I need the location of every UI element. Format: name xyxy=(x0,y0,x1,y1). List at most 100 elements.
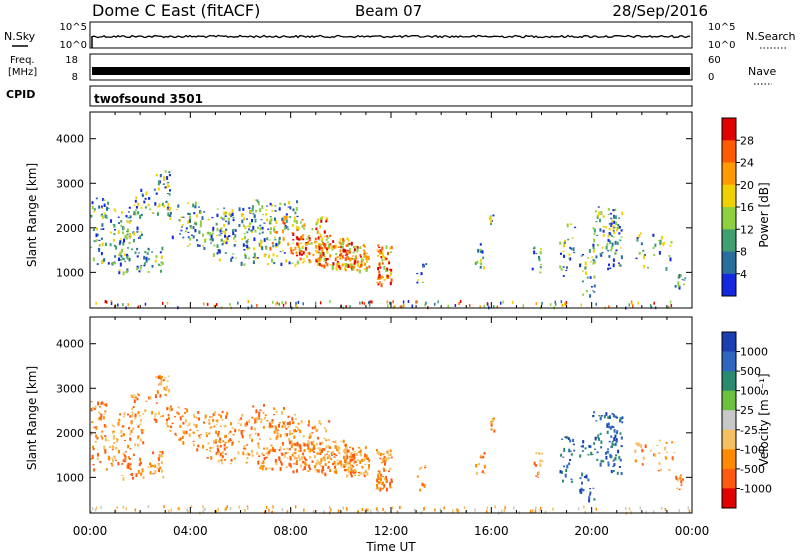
data-cell xyxy=(572,443,575,446)
data-cell xyxy=(250,304,253,308)
data-cell xyxy=(255,420,258,424)
data-cell xyxy=(327,445,330,449)
data-cell xyxy=(599,462,602,467)
data-cell xyxy=(311,460,314,463)
data-cell xyxy=(620,472,623,475)
data-cell xyxy=(634,459,637,463)
data-cell xyxy=(338,255,341,260)
data-cell xyxy=(423,264,426,268)
data-cell xyxy=(589,276,592,279)
data-cell xyxy=(329,300,331,303)
data-cell xyxy=(593,442,596,445)
data-cell xyxy=(289,216,292,218)
data-cell xyxy=(345,244,348,247)
data-cell xyxy=(679,477,682,480)
data-cell xyxy=(592,227,595,230)
data-cell xyxy=(346,449,348,453)
data-cell xyxy=(226,411,229,416)
data-cell xyxy=(192,226,195,230)
data-cell xyxy=(124,253,126,257)
data-cell xyxy=(171,422,174,425)
data-cell xyxy=(504,506,506,510)
data-cell xyxy=(256,199,259,202)
data-cell xyxy=(350,474,353,478)
data-cell xyxy=(259,224,262,227)
data-cell xyxy=(113,442,116,444)
data-cell xyxy=(225,446,228,449)
data-cell xyxy=(107,262,110,265)
data-cell xyxy=(399,505,402,509)
data-cell xyxy=(201,216,204,220)
data-cell xyxy=(293,452,296,454)
data-cell xyxy=(613,217,616,219)
data-cell xyxy=(157,375,160,379)
data-cell xyxy=(283,226,286,231)
data-cell xyxy=(163,394,166,396)
data-cell xyxy=(490,421,493,423)
data-cell xyxy=(538,255,540,259)
data-cell xyxy=(344,448,347,452)
data-cell xyxy=(132,476,134,480)
data-cell xyxy=(379,457,382,460)
data-cell xyxy=(283,203,286,206)
data-cell xyxy=(600,446,603,449)
data-cell xyxy=(614,456,617,461)
data-cell xyxy=(168,416,170,420)
data-cell xyxy=(263,456,266,460)
data-cell xyxy=(566,266,568,269)
data-cell xyxy=(311,426,314,430)
data-cell xyxy=(138,394,141,396)
data-cell xyxy=(380,283,383,288)
data-cell xyxy=(103,203,106,207)
date-label: 28/Sep/2016 xyxy=(612,2,708,20)
data-cell xyxy=(253,252,256,257)
data-cell xyxy=(344,263,346,266)
data-cell xyxy=(198,244,201,247)
data-cell xyxy=(611,442,614,446)
data-cell xyxy=(286,457,289,459)
colorbar-swatch xyxy=(722,207,736,230)
data-cell xyxy=(187,236,190,239)
data-cell xyxy=(334,244,337,249)
data-cell xyxy=(590,286,593,288)
data-cell xyxy=(241,219,244,224)
data-cell xyxy=(608,305,610,309)
data-cell xyxy=(141,431,144,434)
data-cell xyxy=(237,451,240,455)
data-cell xyxy=(155,402,158,404)
data-cell xyxy=(569,257,572,261)
data-cell xyxy=(608,223,611,225)
data-cell xyxy=(490,222,492,226)
data-cell xyxy=(383,469,386,472)
data-cell xyxy=(302,452,305,456)
data-cell xyxy=(244,422,247,427)
data-cell xyxy=(100,213,103,216)
data-cell xyxy=(127,216,130,219)
data-cell xyxy=(262,464,265,468)
data-cell xyxy=(274,205,277,207)
data-cell xyxy=(335,253,338,256)
data-cell xyxy=(215,303,218,307)
data-cell xyxy=(115,439,118,443)
data-cell xyxy=(535,464,538,467)
data-cell xyxy=(616,416,618,419)
data-cell xyxy=(599,218,601,223)
data-cell xyxy=(339,266,342,271)
data-cell xyxy=(187,220,190,224)
data-cell xyxy=(307,240,310,245)
data-cell xyxy=(255,209,258,213)
data-cell xyxy=(680,484,683,486)
data-cell xyxy=(612,236,615,238)
data-cell xyxy=(549,303,552,307)
y-tick-label: 4000 xyxy=(56,133,84,146)
data-cell xyxy=(202,509,204,513)
data-cell xyxy=(674,285,677,288)
data-cell xyxy=(611,425,614,428)
data-cell xyxy=(333,456,336,458)
data-cell xyxy=(392,305,395,309)
data-cell xyxy=(159,394,162,398)
data-cell xyxy=(669,244,672,247)
data-cell xyxy=(364,262,367,266)
colorbar-swatch xyxy=(722,229,736,252)
data-cell xyxy=(242,243,245,247)
